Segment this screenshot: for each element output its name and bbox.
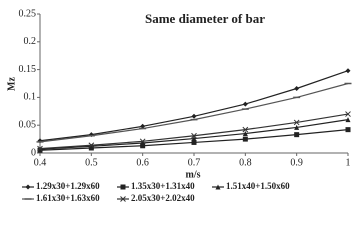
x-tick-label: 0.8 bbox=[239, 157, 252, 168]
y-tick-label: 0.2 bbox=[24, 36, 37, 47]
legend-label: 2.05x30+2.02x40 bbox=[131, 193, 195, 203]
x-tick-label: 0.9 bbox=[290, 157, 303, 168]
point bbox=[191, 139, 197, 145]
x-tick-label: 0.7 bbox=[188, 157, 201, 168]
point bbox=[88, 142, 95, 149]
x-tick-label: 0.6 bbox=[136, 157, 149, 168]
point bbox=[191, 132, 197, 139]
chart-title: Same diameter of bar bbox=[145, 11, 265, 26]
legend-label: 1.29x30+1.29x60 bbox=[36, 181, 100, 191]
y-tick-label: 0.15 bbox=[19, 64, 37, 75]
series-line bbox=[39, 70, 349, 142]
y-tick-label: 0.25 bbox=[19, 8, 37, 19]
legend-marker bbox=[120, 184, 126, 190]
point bbox=[242, 131, 248, 137]
point bbox=[294, 132, 300, 138]
legend-marker bbox=[25, 184, 31, 190]
point bbox=[293, 119, 300, 126]
x-tick-label: 0.4 bbox=[34, 157, 47, 168]
chart: Same diameter of bar Mz m/s 0 0.05 0.1 0.15… bbox=[6, 8, 352, 203]
point bbox=[37, 145, 43, 152]
point bbox=[191, 136, 197, 142]
point bbox=[140, 123, 146, 129]
point bbox=[294, 124, 300, 130]
legend-label: 1.51x40+1.50x60 bbox=[226, 181, 290, 191]
y-tick-label: 0.1 bbox=[24, 92, 37, 103]
point bbox=[139, 138, 146, 145]
point bbox=[242, 101, 248, 107]
point bbox=[140, 143, 146, 149]
series-line bbox=[39, 82, 349, 143]
point bbox=[294, 86, 300, 92]
y-axis-label: Mz bbox=[6, 77, 17, 91]
legend-marker bbox=[120, 196, 126, 202]
point bbox=[242, 136, 248, 142]
point bbox=[345, 127, 351, 133]
page: {"chart_data": {"type": "line", "title":… bbox=[6, 8, 352, 203]
y-tick-label: 0.05 bbox=[19, 119, 37, 130]
point bbox=[345, 117, 351, 123]
point bbox=[140, 140, 146, 146]
x-axis-label: m/s bbox=[186, 169, 201, 180]
x-tick-label: 1 bbox=[346, 157, 351, 168]
legend-marker bbox=[215, 184, 221, 190]
legend-label: 1.35x30+1.31x40 bbox=[131, 181, 195, 191]
point bbox=[345, 68, 351, 74]
point bbox=[191, 113, 197, 119]
point bbox=[88, 143, 94, 149]
point bbox=[345, 111, 351, 117]
y-tick-label: 0 bbox=[31, 147, 36, 158]
x-tick-label: 0.5 bbox=[85, 157, 98, 168]
point bbox=[242, 126, 249, 133]
legend-label: 1.61x30+1.63x60 bbox=[36, 193, 100, 203]
